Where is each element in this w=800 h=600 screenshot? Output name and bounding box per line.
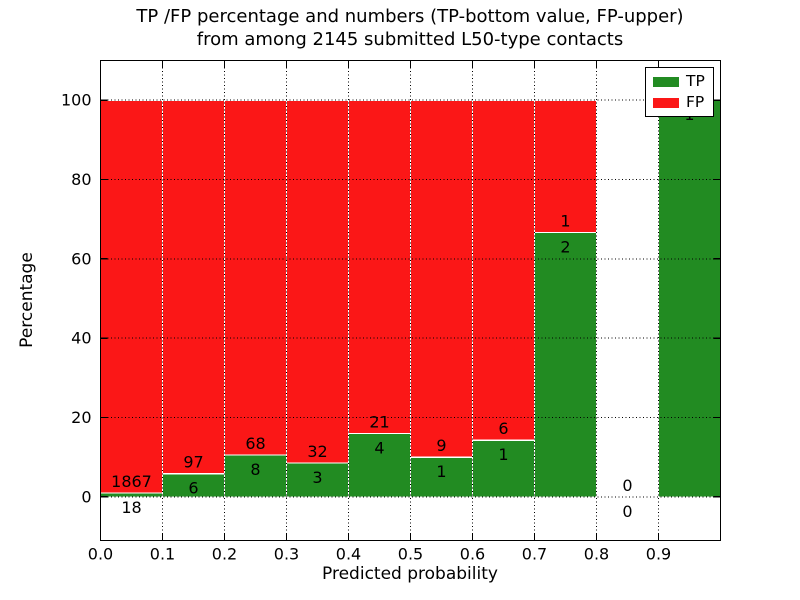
x-tick-label: 0.8 xyxy=(584,545,609,564)
bar-segment-tp-7 xyxy=(533,231,598,498)
x-tick-label: 0.7 xyxy=(522,545,547,564)
tp-count-label-3: 3 xyxy=(312,468,322,487)
bar-segment-fp-2 xyxy=(223,99,288,456)
tp-count-label-8: 0 xyxy=(622,502,632,521)
bar-segment-tp-9 xyxy=(657,99,722,498)
y-tick-label: 60 xyxy=(71,249,91,268)
y-tick-label: 40 xyxy=(71,329,91,348)
legend-label-tp: TP xyxy=(686,72,705,90)
x-tick-label: 0.2 xyxy=(212,545,237,564)
fp-count-label-4: 21 xyxy=(369,412,389,431)
x-tick-label: 0.1 xyxy=(150,545,175,564)
y-tick-label: 100 xyxy=(61,91,92,110)
bar-segment-tp-6 xyxy=(471,439,536,498)
fp-count-label-6: 6 xyxy=(498,419,508,438)
fp-color-swatch-icon xyxy=(653,97,679,108)
chart-title: TP /FP percentage and numbers (TP-bottom… xyxy=(100,5,720,51)
chart-title-line-1: TP /FP percentage and numbers (TP-bottom… xyxy=(136,6,684,27)
bar-segment-fp-1 xyxy=(161,99,226,475)
x-axis-label: Predicted probability xyxy=(322,564,498,584)
fp-count-label-1: 97 xyxy=(183,453,203,472)
y-tick-label: 0 xyxy=(81,487,91,506)
fp-count-label-2: 68 xyxy=(245,434,265,453)
bar-segment-fp-5 xyxy=(409,99,474,458)
bar-segment-fp-0 xyxy=(99,99,164,494)
legend-label-fp: FP xyxy=(686,93,705,111)
tp-count-label-5: 1 xyxy=(436,462,446,481)
fp-count-label-0: 1867 xyxy=(111,472,152,491)
legend-entry-tp: TP xyxy=(653,71,707,92)
y-tick-label: 20 xyxy=(71,408,91,427)
bar-segment-fp-3 xyxy=(285,99,350,464)
tp-color-swatch-icon xyxy=(653,76,679,87)
bar-segment-fp-4 xyxy=(347,99,412,434)
tp-count-label-0: 18 xyxy=(121,498,141,517)
fp-count-label-5: 9 xyxy=(436,436,446,455)
bar-segment-tp-5 xyxy=(409,456,474,498)
fp-count-label-8: 0 xyxy=(622,476,632,495)
x-tick-label: 0.5 xyxy=(398,545,423,564)
tp-count-label-7: 2 xyxy=(560,237,570,256)
tp-count-label-2: 8 xyxy=(250,460,260,479)
bar-segment-fp-6 xyxy=(471,99,536,441)
legend-entry-fp: FP xyxy=(653,92,707,113)
bar-segment-fp-7 xyxy=(533,99,598,233)
legend-box: TP FP xyxy=(645,67,714,117)
tp-count-label-4: 4 xyxy=(374,438,384,457)
fp-count-label-7: 1 xyxy=(560,211,570,230)
fp-count-label-3: 32 xyxy=(307,442,327,461)
tp-count-label-6: 1 xyxy=(498,445,508,464)
tp-count-label-1: 6 xyxy=(188,479,198,498)
x-tick-label: 0.4 xyxy=(336,545,361,564)
x-tick-label: 0.0 xyxy=(88,545,113,564)
y-tick-label: 80 xyxy=(71,170,91,189)
x-tick-label: 0.3 xyxy=(274,545,299,564)
x-tick-label: 0.9 xyxy=(646,545,671,564)
chart-title-line-2: from among 2145 submitted L50-type conta… xyxy=(196,29,624,50)
x-tick-label: 0.6 xyxy=(460,545,485,564)
